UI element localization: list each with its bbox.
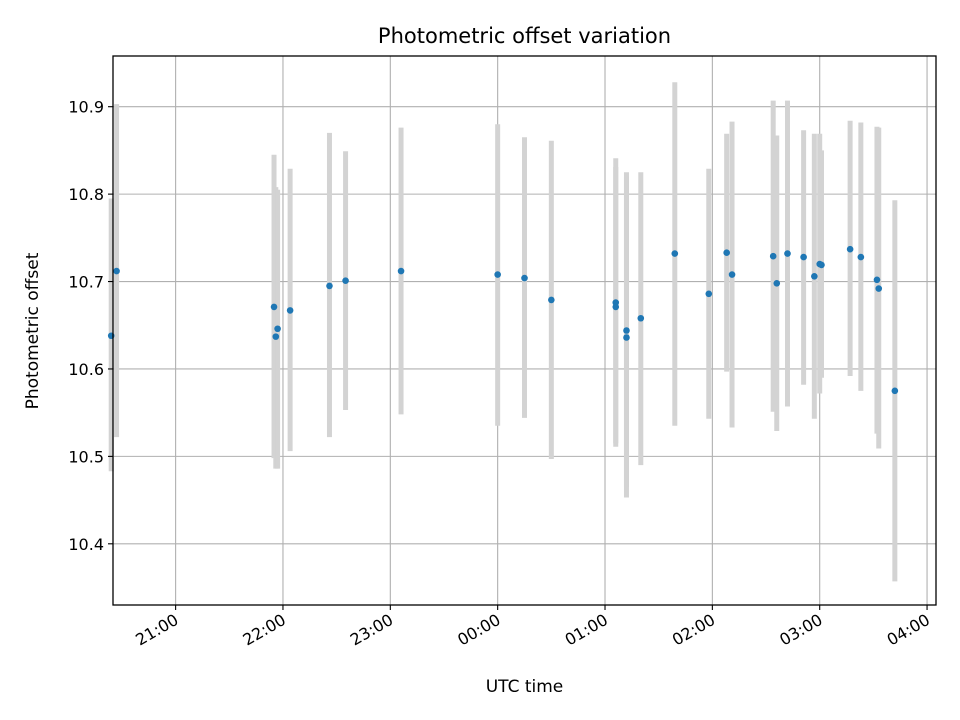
data-point xyxy=(612,303,620,311)
data-point xyxy=(857,253,865,261)
y-tick-label: 10.7 xyxy=(68,273,104,292)
data-point xyxy=(846,245,854,253)
x-axis-label: UTC time xyxy=(486,677,564,697)
data-point xyxy=(274,325,281,333)
data-point xyxy=(623,327,630,334)
data-point xyxy=(875,285,883,292)
data-point xyxy=(769,252,777,260)
data-points xyxy=(107,245,899,395)
y-tick-label: 10.8 xyxy=(68,185,104,204)
data-point xyxy=(728,271,736,278)
data-point xyxy=(705,290,713,298)
y-tick-label: 10.6 xyxy=(68,360,104,379)
data-point xyxy=(800,253,807,261)
data-point xyxy=(637,314,645,322)
data-point xyxy=(113,267,120,275)
data-point xyxy=(326,282,333,290)
data-point xyxy=(723,249,730,256)
y-axis-ticks: 10.4 10.5 10.6 10.7 10.8 10.9 xyxy=(68,98,113,554)
data-point xyxy=(671,250,679,257)
data-point xyxy=(773,279,781,287)
data-point xyxy=(342,277,349,284)
plot-frame xyxy=(112,55,937,606)
data-point xyxy=(286,307,294,314)
data-point xyxy=(818,261,825,269)
data-point xyxy=(548,296,555,304)
chart-title: Photometric offset variation xyxy=(378,24,671,48)
data-point xyxy=(784,250,791,257)
y-axis-label: Photometric offset xyxy=(23,252,43,409)
y-tick-label: 10.5 xyxy=(68,447,104,466)
y-tick-label: 10.9 xyxy=(68,98,104,117)
y-tick-label: 10.4 xyxy=(68,535,104,554)
data-point xyxy=(891,387,899,395)
data-point xyxy=(623,334,630,341)
data-point xyxy=(521,274,528,282)
data-point xyxy=(811,272,818,280)
data-point xyxy=(272,333,280,340)
data-point xyxy=(270,303,278,311)
data-point xyxy=(873,276,881,284)
data-point xyxy=(494,271,501,278)
data-point xyxy=(397,267,405,275)
